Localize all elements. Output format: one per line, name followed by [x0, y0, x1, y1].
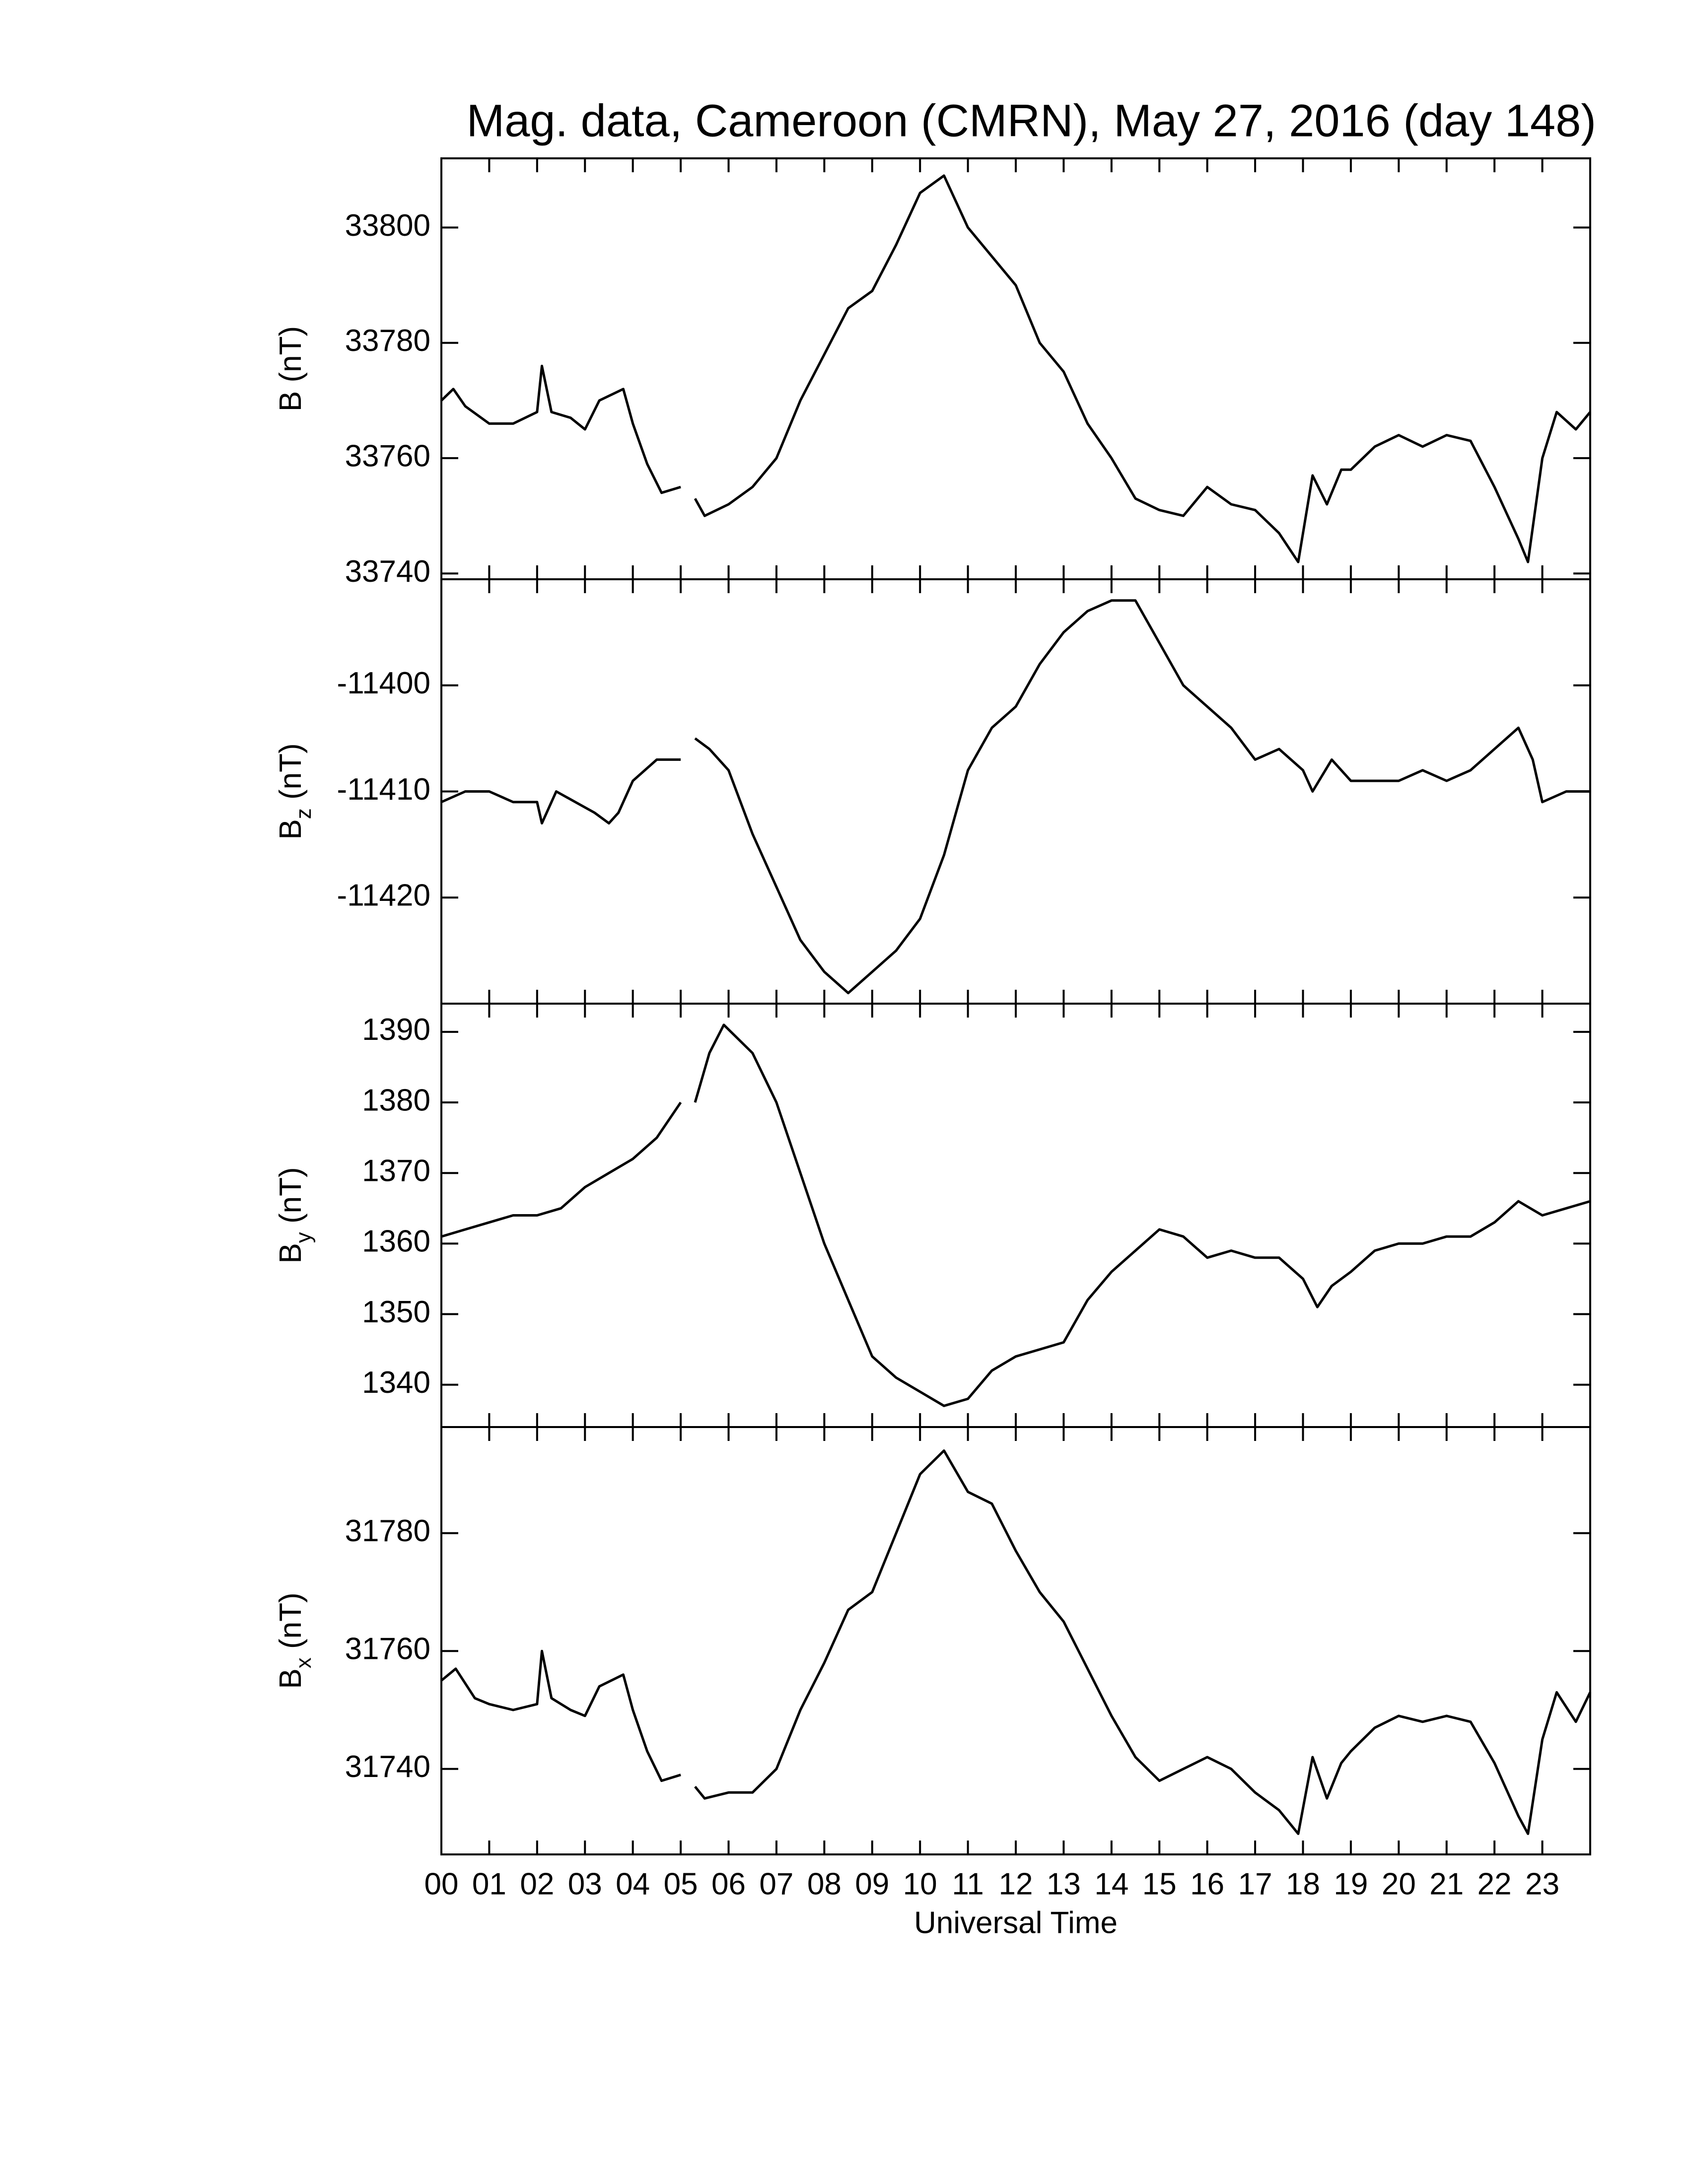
plot-frame — [440, 578, 1591, 1005]
data-line — [694, 174, 1591, 563]
y-tick-label: 1390 — [362, 1013, 430, 1047]
y-tick-label: 33800 — [345, 208, 430, 243]
y-tick-label: 1360 — [362, 1225, 430, 1259]
y-axis-label-part: B (nT) — [274, 326, 308, 411]
data-line — [694, 1449, 1592, 1835]
x-tick-label: 10 — [903, 1867, 937, 1901]
y-axis-label: By (nT) — [274, 1167, 316, 1263]
plot-frame — [440, 1003, 1591, 1428]
y-tick-label: 1370 — [362, 1154, 430, 1188]
y-axis-label-part: B — [274, 1668, 308, 1689]
y-axis-label-part: y — [291, 1232, 316, 1243]
y-axis-label-part: z — [291, 808, 316, 819]
x-tick-label: 00 — [424, 1867, 459, 1901]
x-tick-label: 23 — [1525, 1867, 1559, 1901]
y-tick-label: 1340 — [362, 1365, 430, 1400]
x-tick-label: 13 — [1047, 1867, 1081, 1901]
x-tick-label: 15 — [1142, 1867, 1177, 1901]
y-axis-label-part: (nT) — [274, 1592, 308, 1657]
data-line — [440, 758, 681, 825]
y-tick-label: 33740 — [345, 554, 430, 589]
x-tick-label: 16 — [1190, 1867, 1224, 1901]
x-tick-label: 06 — [711, 1867, 746, 1901]
x-tick-label: 04 — [616, 1867, 650, 1901]
x-tick-label: 19 — [1334, 1867, 1368, 1901]
x-tick-label: 01 — [472, 1867, 506, 1901]
x-tick-label: 20 — [1382, 1867, 1416, 1901]
data-line — [694, 1024, 1591, 1407]
x-tick-label: 18 — [1286, 1867, 1320, 1901]
y-axis-label-part: (nT) — [274, 743, 308, 808]
y-tick-label: 33780 — [345, 324, 430, 358]
y-axis-label: Bx (nT) — [274, 1592, 316, 1689]
x-tick-label: 21 — [1429, 1867, 1464, 1901]
x-tick-label: 14 — [1094, 1867, 1128, 1901]
y-tick-label: 33760 — [345, 439, 430, 473]
data-line — [440, 1649, 681, 1782]
y-axis-label-part: (nT) — [274, 1167, 308, 1232]
y-tick-label: 1350 — [362, 1295, 430, 1329]
x-tick-label: 22 — [1477, 1867, 1512, 1901]
y-tick-label: 31760 — [345, 1632, 430, 1666]
data-line — [694, 599, 1590, 995]
x-tick-label: 05 — [664, 1867, 698, 1901]
y-axis-label-part: B — [274, 1243, 308, 1263]
x-tick-label: 08 — [807, 1867, 842, 1901]
x-tick-label: 07 — [759, 1867, 793, 1901]
y-tick-label: 1380 — [362, 1083, 430, 1117]
y-tick-label: -11420 — [337, 879, 430, 913]
plot-frame — [440, 157, 1591, 580]
y-tick-label: 31740 — [345, 1750, 430, 1784]
x-tick-label: 11 — [952, 1867, 984, 1901]
y-axis-label: Bz (nT) — [274, 743, 316, 839]
plot-frame — [440, 1426, 1591, 1855]
y-tick-label: -11400 — [337, 666, 430, 700]
x-tick-label: 09 — [855, 1867, 889, 1901]
x-axis-label: Universal Time — [914, 1906, 1118, 1940]
y-axis-label-part: B — [274, 819, 308, 839]
x-tick-label: 03 — [568, 1867, 602, 1901]
data-line — [441, 1101, 682, 1238]
y-tick-label: 31780 — [345, 1514, 430, 1548]
data-line — [440, 364, 681, 494]
y-tick-label: -11410 — [337, 772, 430, 807]
y-axis-label: B (nT) — [274, 326, 308, 411]
x-tick-label: 17 — [1238, 1867, 1272, 1901]
x-tick-label: 02 — [520, 1867, 554, 1901]
y-axis-label-part: x — [291, 1657, 316, 1668]
chart-title: Mag. data, Cameroon (CMRN), May 27, 2016… — [467, 95, 1596, 146]
x-tick-label: 12 — [999, 1867, 1033, 1901]
